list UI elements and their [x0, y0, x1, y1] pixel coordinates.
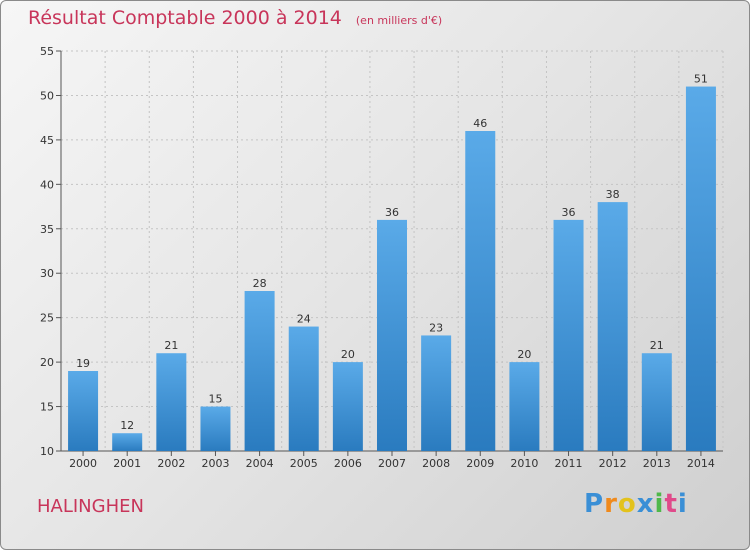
logo-letter: r	[604, 489, 618, 519]
bar	[332, 362, 363, 451]
x-tick-label: 2005	[290, 457, 318, 470]
x-tick-label: 2000	[69, 457, 97, 470]
bar-value-label: 20	[517, 348, 531, 361]
bar	[597, 202, 628, 451]
x-tick-label: 2004	[246, 457, 274, 470]
x-tick-label: 2011	[555, 457, 583, 470]
bar	[200, 406, 231, 451]
y-tick-label: 55	[40, 45, 54, 58]
bar	[244, 291, 275, 451]
y-tick-label: 15	[40, 401, 54, 414]
x-tick-label: 2008	[422, 457, 450, 470]
bar	[465, 131, 496, 451]
x-tick-label: 2012	[599, 457, 627, 470]
bar	[641, 353, 672, 451]
label-layer: 19 12 21 15 28 24 20 36 23 46 20 36 38 21 51	[76, 73, 708, 433]
y-tick-label: 35	[40, 223, 54, 236]
x-tick-label: 2009	[466, 457, 494, 470]
y-tick-label: 50	[40, 89, 54, 102]
x-tick-label: 2003	[201, 457, 229, 470]
x-tick-label: 2013	[643, 457, 671, 470]
chart-subtitle: (en milliers d'€)	[355, 14, 443, 27]
bar-value-label: 19	[76, 357, 90, 370]
x-tick-label: 2014	[687, 457, 715, 470]
bar	[68, 371, 99, 451]
axis-layer: 10 15 20 25 30 35 40 45 50 55 2000 2001 2002 2003 2004…	[40, 45, 723, 470]
y-tick-label: 10	[40, 445, 54, 458]
y-tick-label: 30	[40, 267, 54, 280]
x-tick-label: 2006	[334, 457, 362, 470]
bar-value-label: 51	[694, 73, 708, 86]
x-tick-label: 2010	[510, 457, 538, 470]
bar-value-label: 23	[429, 321, 443, 334]
bar-value-label: 36	[385, 206, 399, 219]
bar-value-label: 21	[164, 339, 178, 352]
bar-value-label: 21	[650, 339, 664, 352]
logo-letter: t	[664, 489, 678, 519]
bar-value-label: 28	[253, 277, 267, 290]
bar-value-label: 24	[297, 313, 311, 326]
bar	[685, 86, 716, 452]
bar-value-label: 36	[562, 206, 576, 219]
proxiti-logo: Proxiti	[584, 489, 688, 519]
y-tick-label: 45	[40, 134, 54, 147]
commune-name: HALINGHEN	[37, 496, 144, 517]
y-tick-label: 25	[40, 312, 54, 325]
x-tick-label: 2001	[113, 457, 141, 470]
title-row: Résultat Comptable 2000 à 2014 (en milli…	[28, 7, 442, 29]
bar-value-label: 15	[208, 393, 222, 406]
logo-letter: x	[636, 489, 655, 519]
bar	[288, 326, 319, 451]
logo-letter: o	[617, 489, 637, 519]
bar	[156, 353, 187, 451]
bar-value-label: 12	[120, 419, 134, 432]
x-tick-label: 2007	[378, 457, 406, 470]
y-tick-label: 20	[40, 356, 54, 369]
bar	[553, 219, 584, 451]
bar	[421, 335, 452, 451]
logo-letter: P	[584, 489, 605, 519]
bar	[509, 362, 540, 451]
x-tick-label: 2002	[157, 457, 185, 470]
bar-value-label: 20	[341, 348, 355, 361]
logo-letter: i	[677, 489, 688, 519]
bar	[112, 433, 143, 451]
chart-title: Résultat Comptable 2000 à 2014	[28, 7, 342, 29]
bar-value-label: 46	[473, 117, 487, 130]
bar-value-label: 38	[606, 188, 620, 201]
bar-layer	[68, 86, 716, 452]
logo-letter: i	[654, 489, 665, 519]
bar	[377, 219, 407, 451]
y-tick-label: 40	[40, 178, 54, 191]
